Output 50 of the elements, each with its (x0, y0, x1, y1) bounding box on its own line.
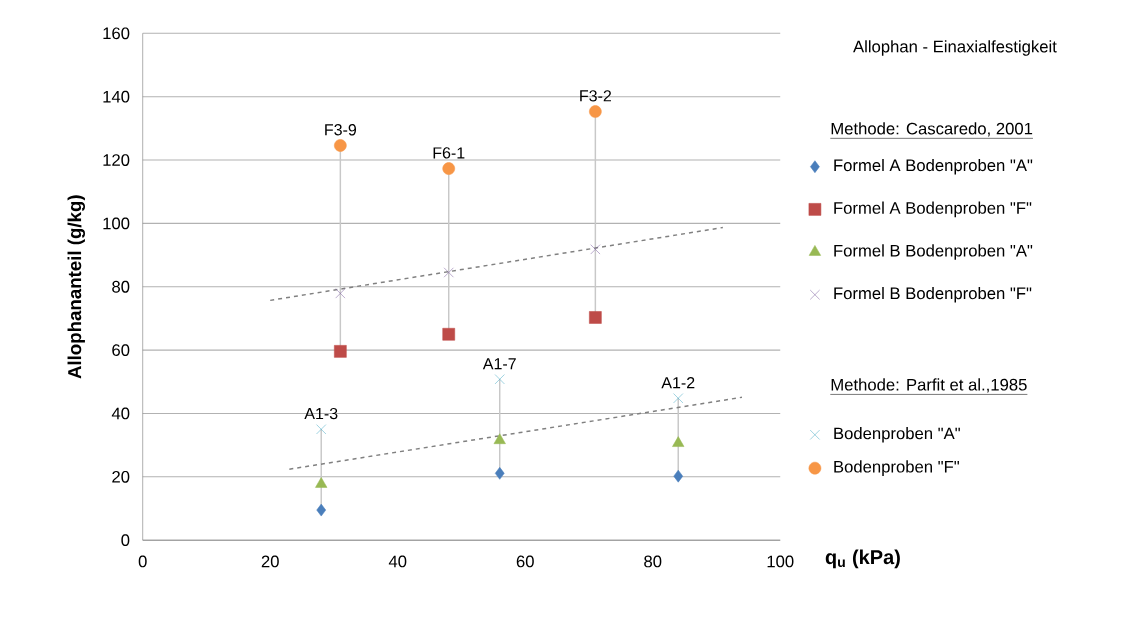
x-tick-label: 60 (516, 555, 534, 568)
annotation: A1-2 (661, 377, 695, 389)
point (589, 311, 602, 324)
text: Allophan - Einaxialfestigkeit (853, 40, 1057, 56)
legend-label: Formel B Bodenproben "A" (834, 244, 1033, 261)
y-tick-label: 20 (112, 471, 130, 483)
point (442, 162, 455, 176)
y-tick-label: 60 (112, 344, 130, 357)
y-tick-label: 100 (103, 217, 130, 230)
annotation: F3-2 (580, 90, 611, 102)
point (334, 139, 347, 152)
point (442, 328, 455, 341)
legend-label: Formel B Bodenproben "F" (834, 287, 1032, 303)
x-axis-title: q$_{u}$ (kPa) (825, 549, 900, 569)
x-tick-label: 20 (261, 555, 279, 568)
y-tick-label: 40 (111, 407, 130, 420)
point (494, 467, 505, 480)
x-tick-label: 40 (388, 555, 407, 568)
point (316, 424, 327, 435)
text: Methode: Parfit et al.,1985 (831, 378, 1027, 393)
x-tick-label: 100 (767, 555, 794, 568)
point (673, 470, 684, 483)
annotation: F6-1 (433, 147, 465, 159)
point (590, 244, 601, 255)
legend-label: Formel A Bodenproben "A" (834, 159, 1033, 175)
y-tick-label: 140 (103, 91, 130, 103)
point (589, 105, 602, 119)
point (673, 393, 684, 404)
y-axis-title: Allophananteil (g/kg) (67, 195, 86, 379)
point (443, 267, 454, 278)
x-tick-label: 80 (644, 555, 662, 568)
text: Methode: Cascaredo, 2001 (831, 122, 1033, 137)
legend-label: Formel A Bodenproben "F" (834, 201, 1032, 218)
point (493, 433, 506, 445)
y-tick-label: 160 (103, 27, 130, 40)
annotation: F3-9 (325, 124, 357, 136)
y-tick-label: 120 (103, 154, 130, 167)
point (335, 288, 346, 299)
x-tick-label: 0 (138, 555, 147, 568)
y-tick-label: 80 (112, 281, 130, 293)
point (334, 345, 347, 358)
point (672, 436, 685, 448)
y-tick-label: 0 (121, 534, 130, 547)
annotation: A1-3 (304, 408, 338, 420)
annotation: A1-7 (482, 358, 516, 370)
legend-label: Bodenproben "F" (834, 460, 959, 477)
point (315, 477, 328, 488)
point (316, 504, 326, 517)
point (494, 374, 505, 385)
legend-label: Bodenproben "A" (834, 427, 960, 443)
